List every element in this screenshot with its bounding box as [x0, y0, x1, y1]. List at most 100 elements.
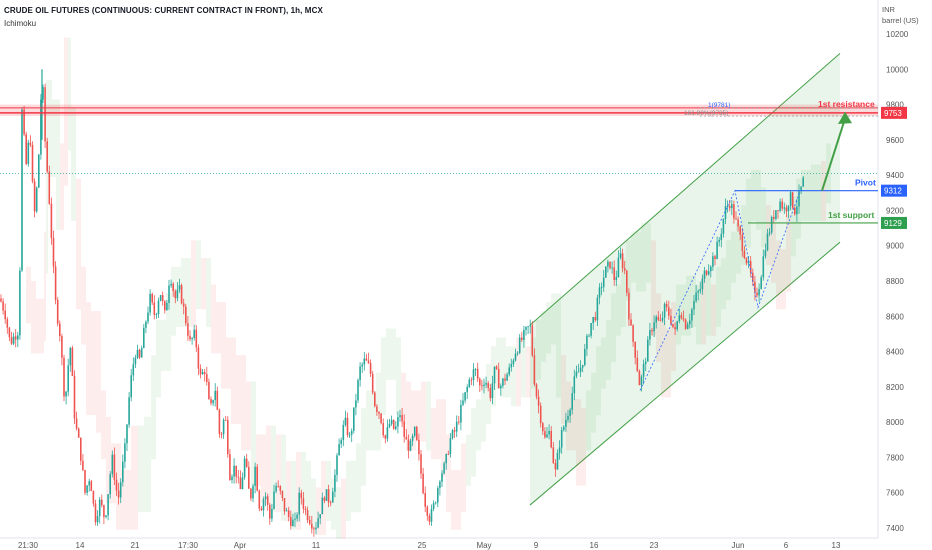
ichimoku-cloud-segment [106, 416, 111, 504]
candle-body [147, 312, 149, 322]
candle-body [577, 371, 580, 373]
candle-body [640, 376, 643, 386]
ichimoku-cloud-segment [186, 258, 191, 327]
ichimoku-cloud-segment [786, 213, 791, 292]
ichimoku-cloud-segment [356, 443, 361, 513]
candle-body [369, 363, 372, 374]
candle-body [605, 266, 607, 278]
y-tick-label: 8400 [886, 348, 904, 357]
candle-body [409, 440, 412, 451]
candle-body [264, 496, 267, 500]
candle-body [741, 234, 744, 251]
candle-body [722, 219, 725, 234]
candle-body [791, 192, 794, 208]
candle-body [798, 190, 800, 207]
ichimoku-cloud-segment [138, 425, 144, 513]
candle-body [21, 109, 23, 271]
ichimoku-cloud-segment [571, 399, 576, 451]
ichimoku-cloud-segment [431, 408, 436, 460]
candle-body [743, 250, 746, 259]
candle-body [77, 428, 80, 438]
candle-body [117, 490, 120, 498]
candle-body [462, 400, 464, 405]
y-tick-label: 7400 [886, 524, 904, 533]
candle-body [487, 383, 489, 388]
candle-body [493, 366, 496, 384]
candle-body [773, 216, 775, 219]
candle-body [628, 292, 630, 320]
candle-body [621, 253, 624, 269]
candle-body [737, 219, 739, 227]
ichimoku-cloud-segment [86, 302, 91, 416]
candle-body [54, 266, 57, 300]
candle-body [329, 502, 332, 504]
candle-body [521, 337, 523, 340]
ichimoku-cloud-segment [511, 346, 516, 407]
ichimoku-cloud-segment [261, 434, 266, 504]
candle-body [300, 492, 303, 499]
candle-body [233, 465, 235, 477]
candle-body [273, 491, 275, 509]
candle-body [649, 330, 651, 340]
candle-body [319, 514, 321, 519]
y-tick-label: 8800 [886, 277, 904, 286]
candle-body [733, 204, 735, 219]
candle-body [472, 369, 475, 381]
candle-body [560, 429, 563, 448]
candle-body [714, 256, 716, 260]
ichimoku-cloud-segment [426, 381, 431, 451]
candle-body [227, 419, 229, 455]
candle-body [61, 336, 63, 358]
ichimoku-cloud-segment [551, 293, 556, 345]
indicator-label[interactable]: Ichimoku [4, 19, 37, 28]
y-tick-label: 8200 [886, 383, 904, 392]
candle-body [191, 337, 193, 340]
candle-body [428, 515, 431, 522]
candle-body [235, 465, 237, 477]
candle-body [23, 109, 25, 135]
x-tick-label: 25 [418, 541, 427, 550]
x-tick-label: Jun [732, 541, 745, 550]
ichimoku-cloud-segment [276, 434, 281, 513]
ichimoku-cloud-segment [701, 275, 706, 345]
ichimoku-cloud-segment [721, 258, 726, 310]
ichimoku-cloud-segment [151, 355, 156, 460]
candle-body [647, 339, 649, 362]
candle-body [292, 519, 294, 526]
candle-body [195, 329, 198, 348]
candle-body [680, 315, 683, 319]
candle-body [174, 291, 177, 299]
candle-body [290, 516, 292, 526]
candle-body [390, 419, 393, 424]
ichimoku-cloud-segment [801, 169, 806, 222]
ichimoku-cloud-segment [206, 258, 211, 327]
candle-body [453, 430, 456, 432]
candle-body [283, 498, 286, 512]
candle-body [777, 210, 779, 212]
candle-body [224, 419, 227, 421]
candle-body [445, 454, 447, 464]
candle-body [600, 287, 603, 289]
candle-body [653, 322, 655, 332]
candle-body [707, 271, 710, 275]
ichimoku-cloud-segment [76, 178, 81, 310]
ichimoku-cloud-segment [96, 310, 101, 433]
y-tick-label: 9000 [886, 242, 904, 251]
candle-body [56, 299, 59, 324]
fib-label-2: 161.80%(9735) [684, 110, 728, 117]
x-tick-label: 11 [312, 541, 321, 550]
ichimoku-cloud-segment [711, 284, 716, 336]
candle-body [138, 349, 141, 358]
ichimoku-cloud-segment [771, 222, 776, 283]
candle-body [516, 352, 519, 354]
fib-label-1: 1(9781) [708, 102, 730, 109]
ichimoku-cloud-segment [321, 460, 326, 536]
candle-body [460, 404, 462, 423]
candle-body [668, 307, 670, 316]
ichimoku-cloud-segment [306, 460, 311, 521]
candle-body [500, 385, 502, 389]
candle-body [48, 171, 51, 204]
candle-body [764, 250, 767, 257]
candle-body [636, 357, 639, 371]
